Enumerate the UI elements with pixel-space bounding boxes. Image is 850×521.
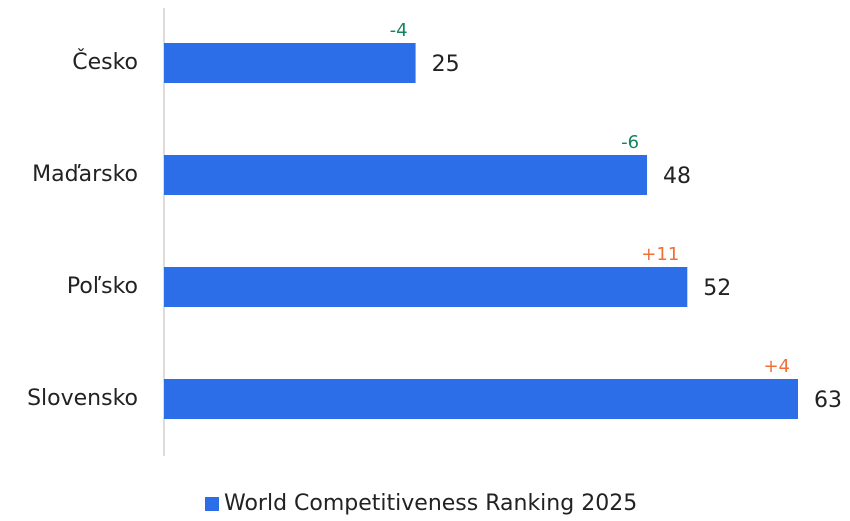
category-label: Česko bbox=[72, 49, 138, 75]
value-label: 48 bbox=[663, 164, 691, 189]
category-label: Poľsko bbox=[67, 274, 138, 299]
bar bbox=[164, 267, 688, 307]
value-label: 52 bbox=[703, 276, 731, 301]
legend-swatch bbox=[205, 497, 219, 511]
bar bbox=[164, 155, 648, 195]
category-label: Maďarsko bbox=[32, 162, 138, 187]
change-label: -6 bbox=[621, 132, 639, 153]
change-label: +11 bbox=[641, 244, 679, 265]
value-label: 63 bbox=[814, 388, 842, 413]
change-label: +4 bbox=[763, 356, 790, 377]
bar bbox=[164, 379, 798, 419]
bar bbox=[164, 43, 416, 83]
value-label: 25 bbox=[432, 52, 460, 77]
change-label: -4 bbox=[390, 20, 408, 41]
legend-label: World Competitiveness Ranking 2025 bbox=[224, 491, 637, 516]
category-label: Slovensko bbox=[27, 386, 138, 411]
